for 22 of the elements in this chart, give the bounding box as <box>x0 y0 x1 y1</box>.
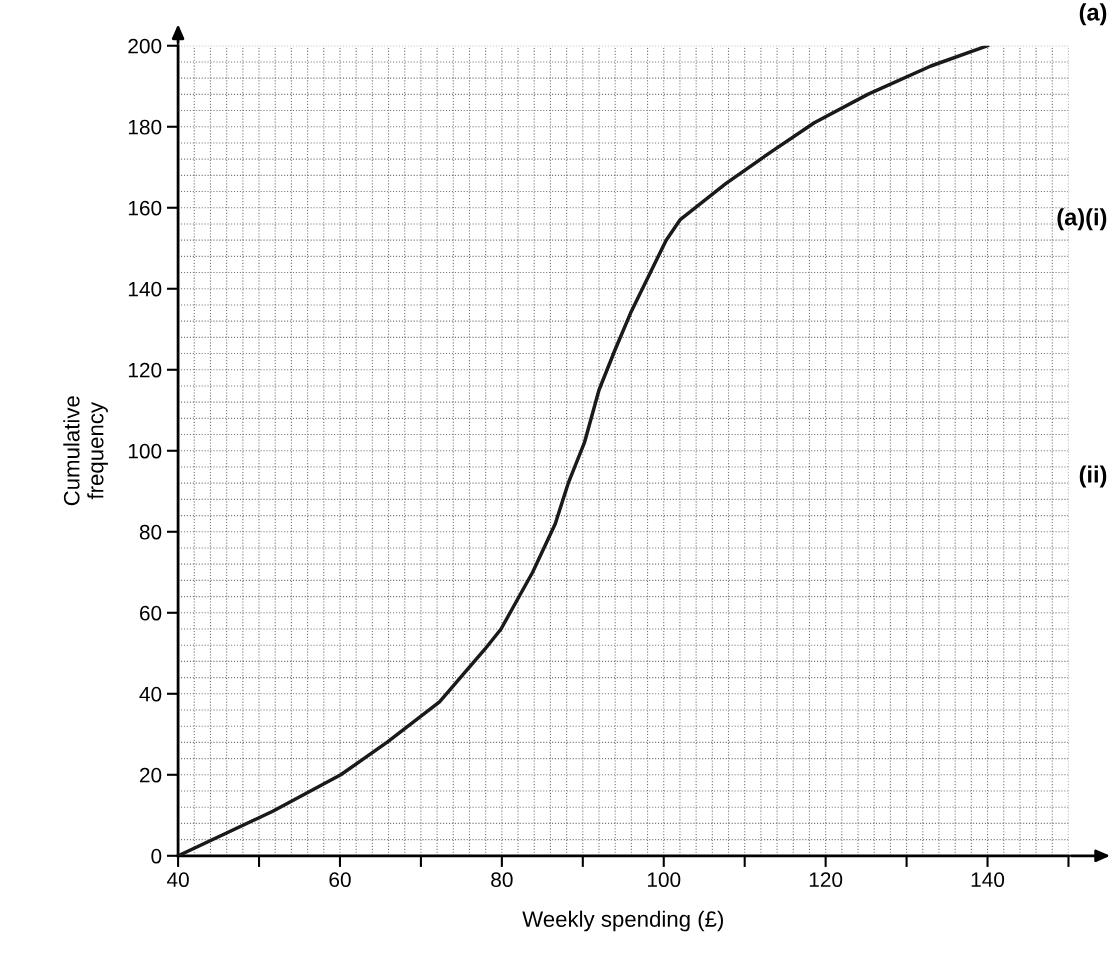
x-tick-label: 80 <box>491 872 513 888</box>
text: (ii) <box>1079 465 1107 488</box>
y-tick-label: 60 <box>140 605 162 621</box>
y-tick-label: 100 <box>128 443 162 459</box>
text: (a) <box>1079 3 1107 26</box>
y-tick-label: 0 <box>151 848 162 864</box>
x-axis-title: Weekly spending (£) <box>522 910 723 932</box>
x-tick-label: 140 <box>971 872 1005 888</box>
y-tick-label: 120 <box>128 362 162 378</box>
y-tick-label: 140 <box>128 281 162 297</box>
x-tick-label: 100 <box>647 872 681 888</box>
y-tick-label: 180 <box>128 119 162 135</box>
x-tick-label: 40 <box>166 872 189 888</box>
y-tick-label: 200 <box>128 38 162 54</box>
y-axis-title: Cumulative frequency <box>63 396 108 506</box>
annotation: (a)(i) <box>1057 208 1107 231</box>
y-tick-label: 80 <box>139 524 162 540</box>
x-tick-label: 120 <box>809 872 843 888</box>
y-tick-label: 40 <box>139 686 162 702</box>
y-tick-label: 160 <box>128 200 162 216</box>
x-tick-label: 60 <box>329 872 351 888</box>
y-tick-label: 20 <box>139 767 162 783</box>
